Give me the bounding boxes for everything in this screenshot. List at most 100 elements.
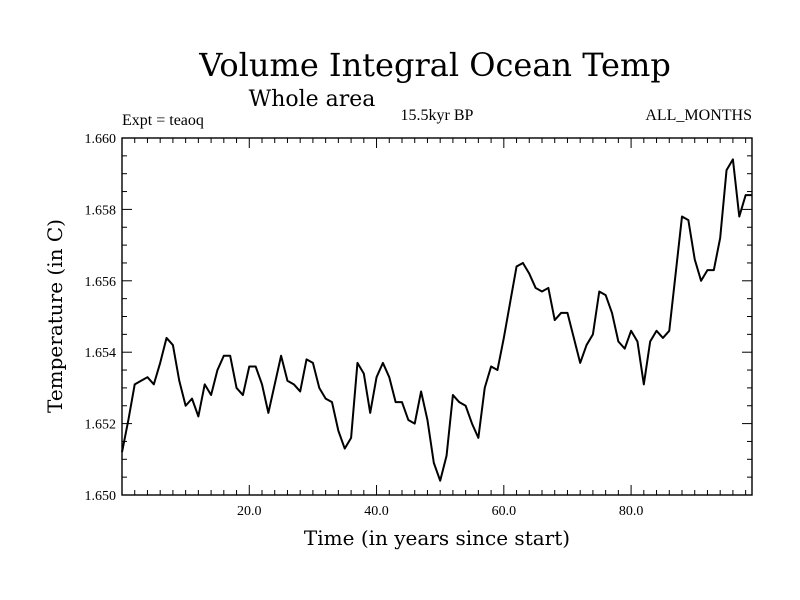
data-point [210, 394, 212, 396]
data-point [732, 158, 734, 160]
data-point [586, 344, 588, 346]
data-point [528, 273, 530, 275]
period-label: 15.5kyr BP [401, 107, 474, 124]
data-point [274, 383, 276, 385]
data-point [331, 401, 333, 403]
data-point [662, 337, 664, 339]
data-point [726, 169, 728, 171]
data-point [516, 266, 518, 268]
y-tick-label: 1.654 [85, 346, 117, 361]
data-point [426, 419, 428, 421]
data-point [439, 480, 441, 482]
chart-subtitle: Whole area [249, 87, 376, 112]
data-point [172, 344, 174, 346]
data-point [216, 369, 218, 371]
data-point [248, 365, 250, 367]
data-point [554, 319, 556, 321]
data-point [471, 423, 473, 425]
data-point [681, 216, 683, 218]
data-point [503, 337, 505, 339]
data-point [376, 376, 378, 378]
y-tick-label: 1.656 [85, 275, 117, 290]
data-point [325, 398, 327, 400]
data-point [649, 340, 651, 342]
temperature-series-line [121, 158, 752, 482]
data-point [566, 312, 568, 314]
data-point [490, 365, 492, 367]
data-point [560, 312, 562, 314]
data-point [401, 401, 403, 403]
data-point [407, 419, 409, 421]
data-point [140, 380, 142, 382]
y-tick-label: 1.658 [85, 203, 117, 218]
data-point [261, 383, 263, 385]
data-point [509, 301, 511, 303]
data-point [369, 412, 371, 414]
data-point [242, 394, 244, 396]
months-label: ALL_MONTHS [645, 107, 752, 124]
data-point [477, 437, 479, 439]
data-point [350, 437, 352, 439]
data-point [630, 330, 632, 332]
experiment-label: Expt = teaoq [122, 112, 204, 129]
x-tick-label: 40.0 [364, 504, 389, 519]
data-point [197, 415, 199, 417]
data-point [127, 419, 129, 421]
data-point [592, 333, 594, 335]
data-points [121, 158, 753, 481]
data-point [204, 383, 206, 385]
data-point [229, 355, 231, 357]
data-point [643, 383, 645, 385]
data-point [236, 387, 238, 389]
data-point [395, 401, 397, 403]
data-point [656, 330, 658, 332]
chart-title: Volume Integral Ocean Temp [198, 46, 671, 84]
y-axis-ticks: 1.650 1.652 1.654 1.656 1.658 1.660 [85, 132, 752, 504]
x-tick-label: 60.0 [492, 504, 517, 519]
data-point [611, 312, 613, 314]
data-point [535, 287, 537, 289]
data-point [414, 423, 416, 425]
data-point [579, 362, 581, 364]
data-point [337, 430, 339, 432]
y-tick-label: 1.652 [85, 418, 117, 433]
plot-frame [121, 137, 753, 496]
data-point [363, 373, 365, 375]
data-point [452, 394, 454, 396]
data-point [318, 387, 320, 389]
data-point [598, 291, 600, 293]
y-tick-label: 1.660 [85, 132, 117, 147]
data-point [522, 262, 524, 264]
y-axis-label: Temperature (in C) [43, 219, 67, 413]
data-point [700, 280, 702, 282]
data-point [706, 269, 708, 271]
data-point [687, 219, 689, 221]
data-point [617, 340, 619, 342]
data-point [382, 362, 384, 364]
data-point [420, 390, 422, 392]
data-point [719, 237, 721, 239]
x-tick-label: 20.0 [237, 504, 262, 519]
data-point [306, 358, 308, 360]
data-point [255, 365, 257, 367]
data-point [280, 355, 282, 357]
data-point [344, 448, 346, 450]
data-point [388, 376, 390, 378]
data-point [465, 405, 467, 407]
data-point [153, 383, 155, 385]
data-point [484, 387, 486, 389]
data-point [223, 355, 225, 357]
data-point [356, 362, 358, 364]
data-point [624, 348, 626, 350]
data-point [134, 383, 136, 385]
data-point [605, 294, 607, 296]
data-point [547, 287, 549, 289]
x-axis-ticks: 20.0 40.0 60.0 80.0 [134, 138, 747, 519]
data-point [573, 337, 575, 339]
data-point [312, 362, 314, 364]
data-point [293, 383, 295, 385]
x-tick-label: 80.0 [619, 504, 644, 519]
data-point [267, 412, 269, 414]
data-point [541, 291, 543, 293]
